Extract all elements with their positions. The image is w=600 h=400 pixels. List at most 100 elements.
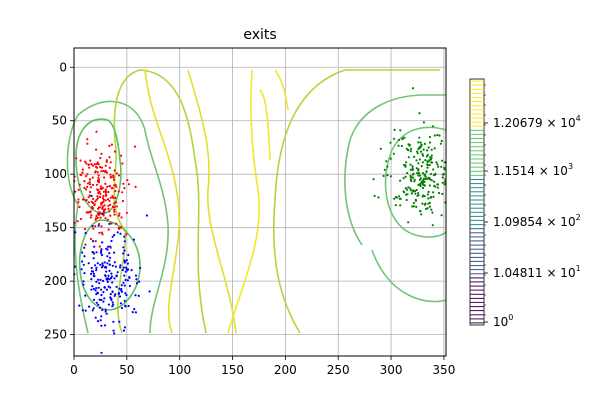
scatter-point-series-1: [84, 175, 88, 178]
scatter-point-series-2: [88, 305, 91, 308]
scatter-point-series-1: [99, 165, 102, 169]
scatter-point-series-1: [111, 195, 114, 198]
scatter-point-series-2: [97, 224, 100, 227]
scatter-point-series-3: [421, 172, 424, 175]
scatter-point-series-3: [416, 152, 419, 155]
scatter-point-series-3: [429, 156, 432, 159]
scatter-point-series-1: [80, 173, 83, 176]
scatter-point-series-3: [424, 202, 427, 205]
scatter-point-series-3: [407, 149, 410, 152]
scatter-point-series-3: [414, 198, 417, 201]
scatter-point-series-1: [125, 211, 128, 214]
scatter-point-series-2: [99, 263, 102, 266]
scatter-point-series-3: [419, 150, 423, 153]
scatter-point-series-3: [402, 190, 405, 193]
scatter-point-series-1: [111, 186, 114, 190]
scatter-point-series-2: [107, 274, 110, 277]
x-tick-label: 50: [119, 363, 134, 377]
scatter-point-series-2: [118, 266, 122, 269]
scatter-point-series-2: [125, 266, 128, 269]
scatter-point-series-1: [107, 228, 110, 231]
scatter-point-series-1: [98, 179, 101, 182]
scatter-point-series-3: [428, 135, 431, 139]
scatter-point-series-1: [102, 214, 105, 217]
scatter-point-series-1: [109, 173, 112, 176]
scatter-point-series-1: [108, 166, 111, 169]
colorbar-frame: [469, 78, 485, 326]
scatter-point-series-2: [80, 268, 83, 271]
scatter-point-series-2: [124, 292, 127, 295]
scatter-point-series-1: [84, 228, 87, 231]
scatter-point-series-1: [121, 162, 124, 165]
scatter-point-series-1: [105, 159, 108, 162]
scatter-point-series-2: [118, 287, 121, 290]
contour-line: [384, 126, 447, 238]
scatter-point-series-1: [100, 225, 103, 228]
scatter-point-series-2: [91, 285, 94, 288]
scatter-point-series-3: [406, 172, 409, 175]
scatter-point-series-3: [401, 138, 404, 141]
scatter-point-series-1: [99, 216, 102, 219]
scatter-point-series-3: [423, 173, 427, 176]
scatter-point-series-2: [101, 262, 104, 265]
scatter-point-series-1: [103, 208, 106, 211]
scatter-point-series-1: [86, 173, 89, 176]
contour-line: [78, 219, 141, 311]
scatter-point-series-2: [128, 284, 131, 288]
scatter-point-series-1: [75, 157, 78, 160]
scatter-point-series-2: [120, 284, 123, 287]
scatter-point-series-1: [86, 211, 89, 214]
scatter-point-series-1: [112, 196, 115, 199]
scatter-point-series-2: [106, 248, 109, 251]
scatter-point-series-3: [412, 205, 415, 208]
scatter-point-series-3: [430, 179, 433, 182]
scatter-point-series-3: [407, 221, 410, 224]
scatter-point-series-2: [74, 265, 77, 268]
scatter-point-series-3: [399, 179, 402, 182]
scatter-point-series-2: [105, 312, 108, 315]
scatter-point-series-1: [103, 204, 106, 207]
scatter-point-series-2: [104, 308, 107, 311]
scatter-point-series-1: [112, 174, 115, 177]
scatter-point-series-1: [86, 142, 89, 145]
scatter-point-series-2: [122, 281, 125, 284]
y-tick-label: 100: [44, 167, 67, 181]
scatter-point-series-2: [99, 278, 102, 281]
scatter-point-series-1: [117, 214, 121, 217]
scatter-point-series-1: [84, 160, 87, 163]
scatter-point-series-1: [90, 214, 93, 217]
scatter-point-series-2: [100, 266, 103, 269]
scatter-point-series-3: [418, 183, 421, 186]
scatter-point-series-3: [429, 158, 432, 161]
scatter-point-series-2: [84, 309, 87, 312]
scatter-point-series-1: [82, 198, 85, 201]
scatter-point-series-3: [439, 142, 442, 145]
scatter-point-series-2: [119, 302, 122, 305]
scatter-point-series-3: [373, 194, 376, 197]
scatter-point-series-3: [427, 197, 430, 200]
scatter-point-series-1: [101, 207, 104, 210]
scatter-point-series-3: [405, 198, 408, 202]
scatter-point-series-3: [436, 186, 439, 189]
scatter-point-series-1: [87, 201, 90, 204]
scatter-point-series-2: [130, 269, 133, 272]
plot-frame: [73, 47, 447, 357]
scatter-point-series-3: [420, 165, 423, 168]
scatter-point-series-1: [89, 186, 92, 189]
scatter-point-series-1: [95, 198, 98, 201]
scatter-point-series-2: [111, 301, 114, 304]
scatter-point-series-3: [426, 207, 429, 210]
scatter-point-series-2: [127, 268, 130, 271]
scatter-point-series-2: [102, 300, 105, 303]
scatter-point-series-3: [397, 138, 400, 142]
scatter-point-series-2: [94, 316, 97, 319]
x-axis: 0 50 100 150 200 250 300 350: [70, 356, 455, 377]
scatter-point-series-1: [113, 150, 117, 153]
scatter-point-series-2: [93, 252, 96, 255]
scatter-point-series-1: [104, 164, 107, 167]
scatter-point-series-1: [93, 204, 96, 207]
scatter-point-series-2: [106, 280, 109, 283]
scatter-point-series-1: [95, 130, 98, 133]
scatter-point-series-2: [122, 246, 125, 249]
scatter-point-series-1: [83, 186, 86, 189]
